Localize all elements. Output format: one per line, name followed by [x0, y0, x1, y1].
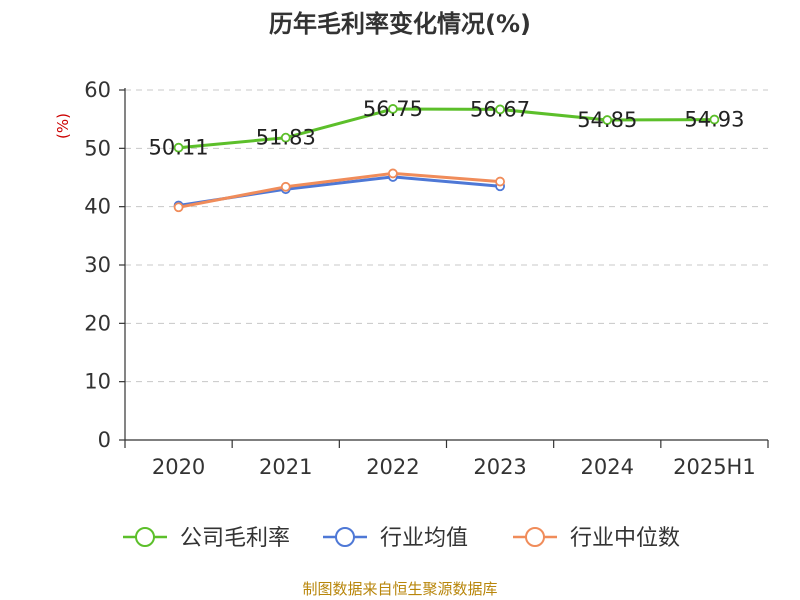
data-point: [173, 142, 184, 153]
series-line: [178, 171, 501, 209]
y-tick-label: 0: [98, 428, 111, 452]
data-point: [173, 202, 184, 213]
data-label: 54.85: [577, 108, 637, 132]
axes: 0 10 20 30 40 50 60 2020 2021 2022 2023 2024 2025H1: [84, 78, 769, 479]
data-point: [709, 114, 720, 125]
y-tick-label: 30: [84, 253, 111, 277]
legend-swatch-marker: [135, 527, 155, 547]
chart-title: 历年毛利率变化情况(%): [269, 10, 531, 38]
legend[interactable]: 公司毛利率 行业均值 行业中位数: [123, 526, 680, 551]
legend-item[interactable]: 行业均值: [323, 526, 468, 551]
data-point: [388, 104, 398, 114]
source-note: 制图数据来自恒生聚源数据库: [302, 580, 497, 598]
x-tick-label: 2022: [366, 455, 419, 479]
legend-label: 行业中位数: [570, 526, 680, 551]
legend-swatch-marker: [335, 527, 355, 547]
grid: [125, 89, 768, 383]
y-tick-label: 10: [84, 370, 111, 394]
series-line: [178, 107, 715, 150]
data-point: [388, 168, 398, 179]
data-point: [602, 115, 613, 125]
x-tick-label: 2021: [259, 455, 312, 479]
data-label: 54.93: [684, 108, 744, 132]
legend-item[interactable]: 公司毛利率: [123, 526, 290, 551]
y-tick-label: 60: [84, 78, 111, 102]
legend-item[interactable]: 行业中位数: [513, 526, 680, 551]
x-tick-label: 2023: [473, 455, 526, 479]
x-tick-label: 2025H1: [673, 455, 756, 479]
data-label: 56.67: [470, 97, 530, 121]
y-tick-label: 50: [84, 136, 111, 160]
data-labels: 50.11 51.83 56.75 56.67 54.85 54.93: [149, 97, 745, 160]
y-tick-label: 40: [84, 195, 111, 219]
legend-label: 公司毛利率: [180, 526, 290, 551]
y-tick-label: 20: [84, 311, 111, 335]
data-point: [280, 132, 291, 143]
data-point: [280, 181, 291, 192]
data-point: [495, 176, 505, 187]
data-label: 50.11: [149, 136, 209, 160]
data-label: 51.83: [256, 126, 316, 150]
legend-swatch-marker: [525, 527, 545, 547]
x-tick-label: 2024: [581, 455, 634, 479]
legend-label: 行业均值: [380, 526, 468, 551]
data-label: 56.75: [363, 97, 423, 121]
data-point: [495, 104, 505, 115]
x-tick-label: 2020: [152, 455, 205, 479]
y-axis-label: (%): [54, 113, 72, 139]
series: [173, 104, 720, 213]
